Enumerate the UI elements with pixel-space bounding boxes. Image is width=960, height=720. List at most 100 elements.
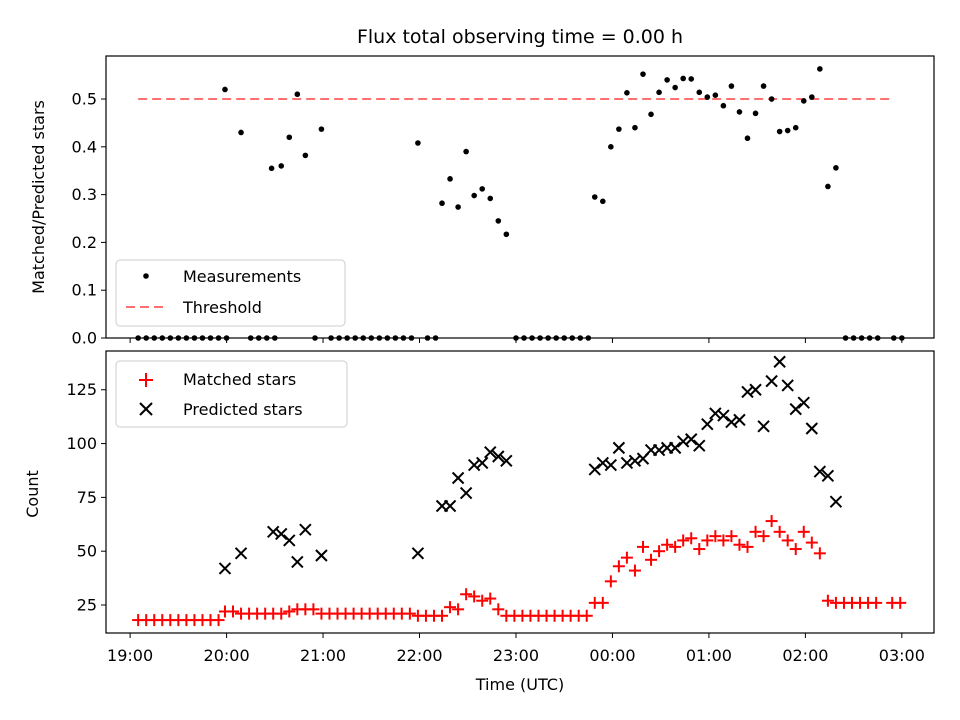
predicted-star-point [628, 454, 642, 467]
legend-threshold-label: Threshold [182, 298, 262, 317]
measurement-point [680, 75, 686, 82]
legend-predicted-label: Predicted stars [183, 400, 303, 419]
measurement-point [487, 195, 494, 202]
predicted-star-point [733, 413, 746, 427]
predicted-star-point [789, 402, 802, 416]
count-y-axis: 25 50 75 100 125 [66, 380, 106, 615]
count-y-tick-label: 25 [77, 596, 97, 615]
measurement-point [704, 94, 711, 100]
measurement-point [591, 194, 598, 200]
predicted-star-point [620, 456, 634, 470]
predicted-star-point [275, 527, 288, 541]
legend-measurements-marker [143, 273, 149, 279]
matched-star-point [685, 532, 698, 545]
measurement-point [752, 110, 759, 117]
measurement-point [809, 94, 815, 100]
measurement-points [135, 66, 905, 341]
matched-star-point [781, 534, 794, 547]
measurement-point [792, 124, 799, 131]
matched-star-point [436, 609, 449, 622]
measurement-point [569, 335, 576, 341]
count-y-tick-label: 50 [77, 542, 97, 561]
matched-star-point [403, 607, 416, 620]
measurement-point [720, 102, 727, 109]
matched-star-point [717, 534, 730, 547]
measurement-point [503, 231, 510, 238]
ratio-y-tick-label: 0.4 [72, 137, 97, 156]
x-axis-label: Time (UTC) [475, 675, 564, 694]
predicted-star-point [443, 499, 457, 513]
measurement-point [696, 89, 703, 96]
matched-star-point [444, 601, 457, 614]
measurement-point [521, 335, 527, 341]
measurement-point [744, 135, 751, 142]
measurement-point [175, 335, 182, 341]
measurement-point [286, 134, 293, 141]
matched-star-point [749, 525, 762, 538]
count-panel: 25 50 75 100 125 19:00 20:00 21:00 22:00 23:00 00… [23, 350, 935, 694]
predicted-star-point [500, 454, 513, 467]
measurement-point [376, 335, 383, 341]
measurement-point [545, 335, 551, 341]
predicted-star-point [234, 547, 248, 560]
matched-star-point [275, 607, 288, 620]
predicted-star-point [652, 443, 666, 457]
ratio-y-tick-label: 0.1 [72, 281, 97, 300]
predicted-star-point [829, 495, 843, 508]
ratio-panel: 0.0 0.1 0.2 0.3 0.4 0.5 Matched/Predicted sta… [29, 55, 935, 348]
count-y-tick-label: 125 [66, 380, 97, 399]
predicted-star-point [709, 407, 722, 420]
measurement-point [561, 335, 568, 341]
measurement-point [600, 198, 606, 205]
predicted-star-point [821, 469, 835, 483]
matched-star-point [757, 530, 770, 543]
measurement-point [513, 335, 519, 341]
measurement-point [222, 86, 228, 93]
measurement-point [479, 186, 486, 192]
predicted-star-point [685, 433, 698, 446]
measurement-point [529, 335, 535, 341]
matched-star-point [677, 534, 690, 547]
measurement-point [312, 335, 318, 341]
measurement-point [238, 129, 244, 136]
predicted-star-point [612, 441, 626, 455]
predicted-star-point [781, 379, 794, 392]
measurement-point [455, 204, 461, 210]
matched-star-point [492, 603, 505, 616]
measurement-point [463, 148, 469, 155]
measurement-point [640, 71, 646, 77]
measurement-point [471, 192, 477, 199]
x-tick-label: 00:00 [589, 646, 635, 665]
x-tick-label: 19:00 [107, 646, 153, 665]
matched-star-point [789, 543, 802, 556]
ratio-y-axis: 0.0 0.1 0.2 0.3 0.4 0.5 [72, 90, 106, 348]
measurement-point [899, 335, 905, 341]
count-x-axis: 19:00 20:00 21:00 22:00 23:00 00:00 01:00 02:00… [107, 633, 925, 665]
measurement-point [151, 335, 158, 341]
measurement-point [408, 335, 415, 341]
ratio-y-tick-label: 0.3 [72, 185, 97, 204]
measurement-point [384, 335, 391, 341]
measurement-point [577, 335, 584, 341]
measurement-point [143, 335, 149, 341]
measurement-point [159, 335, 166, 341]
predicted-star-point [588, 463, 601, 476]
measurement-point [302, 152, 309, 159]
predicted-star-point [797, 396, 810, 409]
legend-predicted-marker [139, 402, 153, 416]
measurement-point [495, 218, 502, 224]
predicted-star-point [725, 415, 738, 429]
predicted-star-point [283, 534, 296, 547]
matched-star-point [620, 551, 633, 564]
predicted-star-point [291, 555, 304, 569]
x-tick-label: 02:00 [782, 646, 828, 665]
measurement-point [415, 140, 421, 146]
measurement-point [272, 335, 278, 341]
matched-star-point [813, 547, 826, 560]
predicted-star-point [676, 435, 690, 448]
count-y-label: Count [23, 470, 42, 518]
measurement-point [648, 111, 654, 118]
measurement-point [278, 163, 285, 169]
predicted-star-point [492, 450, 505, 463]
